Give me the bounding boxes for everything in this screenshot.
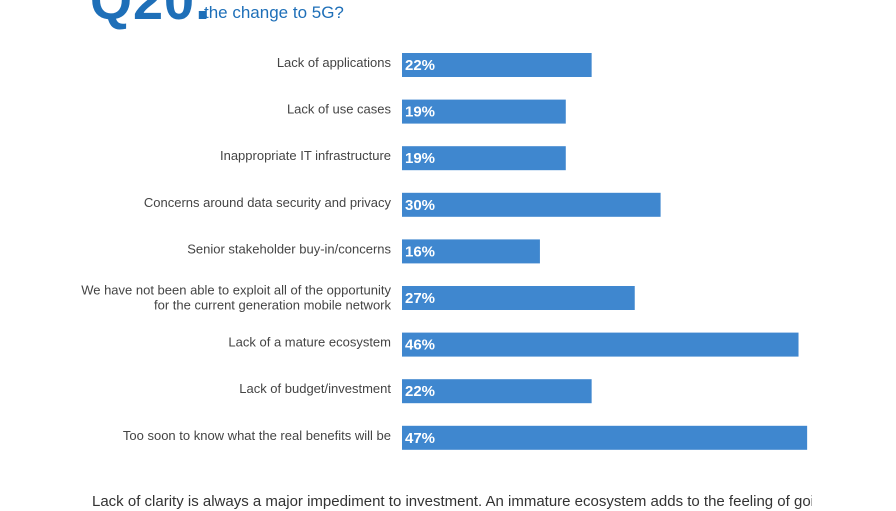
bar-value-label: 27% — [405, 290, 435, 307]
question-number: Q20. — [90, 0, 212, 31]
bar — [402, 379, 592, 404]
bar — [402, 192, 661, 217]
category-label: We have not been able to exploit all of … — [81, 283, 391, 298]
bar — [402, 332, 799, 357]
bar — [402, 53, 592, 77]
bar-value-label: 22% — [405, 383, 435, 400]
bar — [402, 286, 635, 310]
category-label: Concerns around data security and privac… — [144, 195, 392, 210]
bar-value-label: 22% — [405, 57, 435, 74]
bar — [402, 239, 540, 264]
category-label: Inappropriate IT infrastructure — [220, 148, 391, 163]
bar-value-label: 47% — [405, 430, 435, 447]
bar — [402, 146, 566, 171]
category-label: Too soon to know what the real benefits … — [123, 428, 391, 443]
category-label: Lack of a mature ecosystem — [228, 335, 391, 350]
bar — [402, 425, 808, 450]
category-label: Senior stakeholder buy-in/concerns — [187, 241, 391, 256]
bar-value-label: 30% — [405, 197, 435, 214]
category-label: for the current generation mobile networ… — [154, 298, 392, 313]
bar-value-label: 46% — [405, 337, 435, 354]
question-text: the change to 5G? — [204, 3, 344, 22]
bar — [402, 99, 566, 124]
bar-value-label: 16% — [405, 243, 435, 260]
bar-value-label: 19% — [405, 150, 435, 167]
bar-value-label: 19% — [405, 104, 435, 121]
category-label: Lack of applications — [277, 55, 392, 70]
category-label: Lack of use cases — [287, 102, 392, 117]
category-label: Lack of budget/investment — [239, 381, 391, 396]
bar-chart: 22% Lack of applications 19% Lack of use ca… — [81, 53, 808, 450]
footnote-text: Lack of clarity is always a major impedi… — [92, 493, 812, 510]
